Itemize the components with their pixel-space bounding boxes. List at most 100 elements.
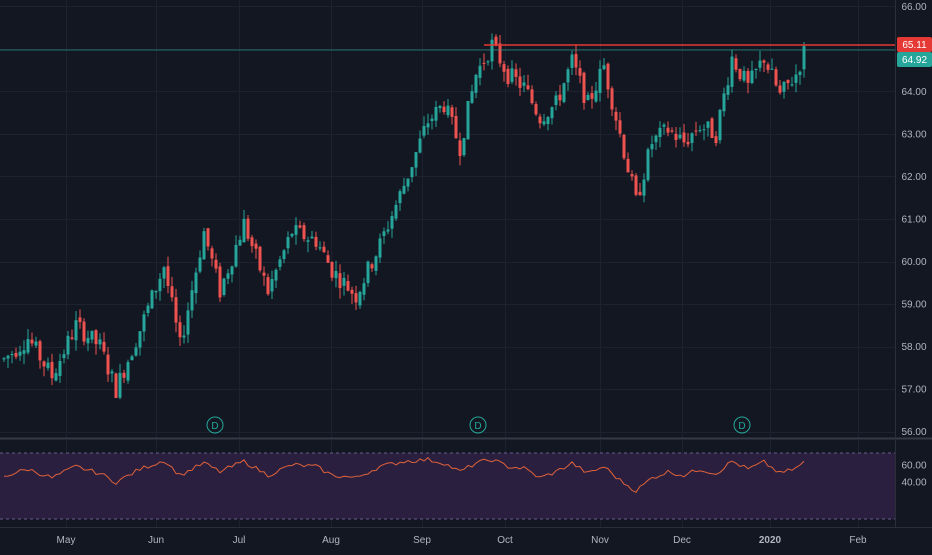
candle (474, 73, 478, 99)
candle (782, 81, 786, 99)
candle (174, 288, 178, 333)
candle (190, 280, 194, 319)
time-tick-label: Feb (849, 535, 867, 546)
candle (162, 265, 166, 289)
candle (422, 116, 426, 139)
candle (698, 125, 702, 133)
candle (366, 260, 370, 287)
price-tick-label: 64.00 (901, 87, 926, 98)
rsi-band (0, 453, 895, 519)
candle (214, 253, 218, 273)
candle (74, 311, 78, 351)
candle (298, 220, 302, 229)
candle (530, 85, 534, 105)
time-axis[interactable]: May Jun Jul Aug Sep Oct Nov Dec 2020 Feb (57, 535, 868, 546)
candle (750, 60, 754, 85)
candle (590, 86, 594, 109)
candle (346, 274, 350, 292)
candle (338, 264, 342, 299)
candle (110, 368, 114, 383)
candle (642, 173, 646, 203)
candle (182, 325, 186, 344)
candle (738, 68, 742, 82)
price-tick-label: 62.00 (901, 172, 926, 183)
svg-text:D: D (474, 421, 481, 432)
candle (702, 124, 706, 141)
candle (18, 345, 22, 361)
candle (682, 123, 686, 147)
candle (498, 34, 502, 68)
price-tick-label: 57.00 (901, 385, 926, 396)
candle (618, 112, 622, 138)
rsi-axis[interactable]: 60.00 40.00 (901, 460, 926, 488)
candle (2, 356, 6, 362)
svg-text:D: D (211, 421, 218, 432)
candle (458, 132, 462, 166)
price-tick-label: 58.00 (901, 342, 926, 353)
candle (154, 290, 158, 299)
candle (350, 286, 354, 304)
candle (106, 347, 110, 382)
candle (770, 58, 774, 70)
candle (86, 330, 90, 352)
candle (634, 173, 638, 197)
dividend-marker[interactable]: D (733, 416, 751, 434)
candle (258, 245, 262, 273)
candle (562, 82, 566, 104)
candle (466, 100, 470, 140)
candle (42, 360, 46, 377)
candle (302, 222, 306, 242)
candle (594, 82, 598, 103)
candle (374, 255, 378, 276)
candle (794, 64, 798, 93)
time-tick-label: Nov (591, 535, 609, 546)
candle (754, 68, 758, 79)
candle (314, 231, 318, 251)
candle (442, 101, 446, 115)
candle (546, 116, 550, 131)
candle (202, 227, 206, 260)
candle (270, 270, 274, 299)
candle (650, 135, 654, 158)
candle (294, 217, 298, 245)
candle (34, 336, 38, 349)
price-tick-label: 60.00 (901, 257, 926, 268)
candle (722, 87, 726, 117)
candle (450, 104, 454, 125)
svg-text:D: D (738, 421, 745, 432)
candle (646, 147, 650, 183)
candle (798, 70, 802, 85)
candle (254, 239, 258, 259)
candle (142, 310, 146, 342)
candle (446, 99, 450, 118)
candle (306, 236, 310, 253)
time-tick-label: Dec (673, 535, 691, 546)
candle (758, 50, 762, 72)
price-tick-label: 63.00 (901, 129, 926, 140)
candle (230, 265, 234, 283)
candle (318, 241, 322, 251)
candle (362, 277, 366, 301)
candle (658, 121, 662, 148)
candle (38, 339, 42, 369)
price-tick-label: 61.00 (901, 215, 926, 226)
candle (278, 255, 282, 271)
time-tick-label: May (57, 535, 76, 546)
candle (138, 331, 142, 356)
last-price-badge: 64.92 (897, 52, 932, 67)
candle (370, 262, 374, 272)
candle (30, 332, 34, 347)
candle (262, 266, 266, 286)
candle (670, 127, 674, 134)
dividend-marker[interactable]: D (469, 416, 487, 434)
candle (186, 302, 190, 343)
candle (290, 233, 294, 238)
candle (482, 53, 486, 71)
candle (250, 234, 254, 253)
candle (194, 267, 198, 304)
dividend-marker[interactable]: D (206, 416, 224, 434)
candle (678, 127, 682, 140)
